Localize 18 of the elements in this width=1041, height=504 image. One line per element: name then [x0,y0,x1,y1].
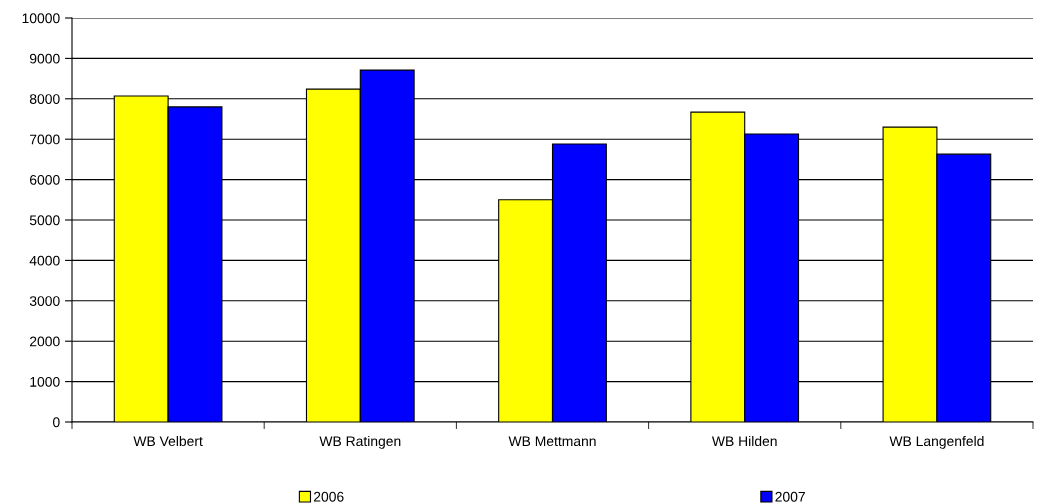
y-tick-label: 5000 [29,215,60,226]
x-tick-label: WB Ratingen [319,435,401,449]
y-tick-label: 4000 [29,255,60,266]
legend-label: 2006 [313,491,344,502]
y-tick-label: 9000 [29,53,60,64]
x-tick-label: WB Mettmann [508,436,596,447]
y-tick-label: 1000 [30,376,60,387]
x-tick-label: WB Velbert [133,435,203,447]
y-tick-label: 6000 [30,174,60,185]
y-tick-label: 7000 [30,134,60,145]
y-tick-label: 8000 [29,94,60,104]
y-tick-label: 3000 [29,296,60,306]
y-tick-label: 10000 [22,13,60,24]
x-tick-label: WB Langenfeld [889,435,984,449]
legend-label: 2007 [775,491,805,502]
y-tick-label: 0 [53,417,60,428]
y-tick-label: 2000 [30,336,60,347]
x-tick-label: WB Hilden [711,435,777,447]
